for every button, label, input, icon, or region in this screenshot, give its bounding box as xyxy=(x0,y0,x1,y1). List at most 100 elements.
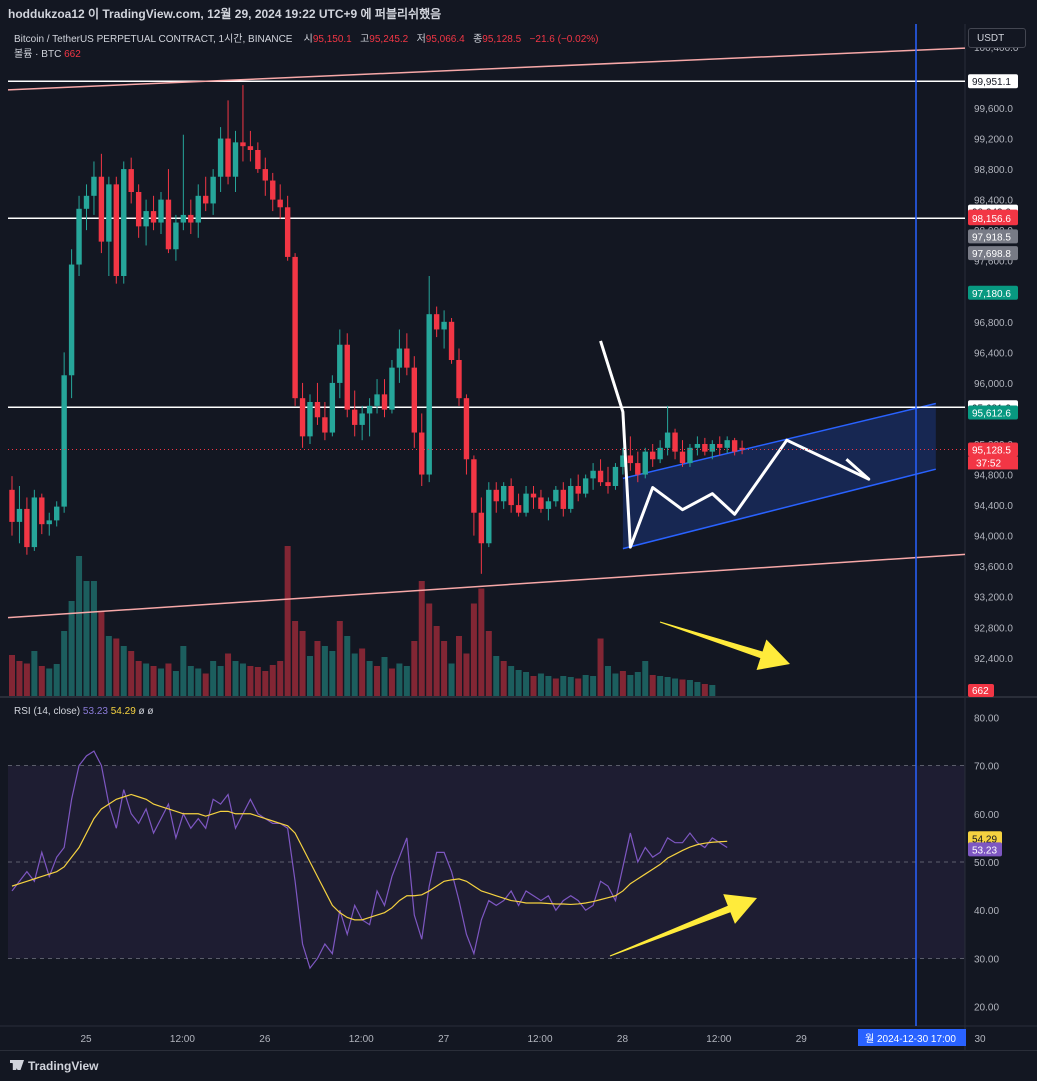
volume-bar xyxy=(120,646,127,696)
price-tick-label: 92,400.0 xyxy=(974,654,1013,665)
candle-body xyxy=(307,402,313,437)
price-label-text: 97,180.6 xyxy=(972,289,1011,300)
open-value: 95,150.1 xyxy=(312,34,352,45)
rsi-value-box xyxy=(968,831,1002,846)
volume-bar xyxy=(634,672,641,696)
candle-body xyxy=(664,432,671,448)
volume-bar xyxy=(262,671,269,696)
volume-bar xyxy=(210,661,217,696)
volume-bar xyxy=(105,636,112,696)
candle-body xyxy=(739,447,745,450)
price-tick-label: 96,400.0 xyxy=(974,348,1013,359)
price-label-box xyxy=(968,442,1018,457)
volume-bar xyxy=(605,666,611,696)
price-label-box xyxy=(968,405,1018,420)
volume-bar xyxy=(463,653,470,696)
candle-body xyxy=(54,506,60,521)
candle-body xyxy=(381,394,388,410)
upward-arrow xyxy=(609,894,757,957)
price-tick-label: 93,200.0 xyxy=(974,593,1013,604)
volume-bar xyxy=(582,675,589,696)
low-value: 95,066.4 xyxy=(425,34,465,45)
candle-body xyxy=(98,176,105,242)
volume-bar xyxy=(411,641,418,696)
rsi-tick-label: 80.00 xyxy=(974,713,999,724)
price-label-text: 97,698.8 xyxy=(972,249,1011,260)
volume-bar xyxy=(619,671,626,696)
rsi-legend-value: 53.23 xyxy=(82,706,108,717)
volume-bar xyxy=(195,668,202,696)
price-tick-label: 99,200.0 xyxy=(974,135,1013,146)
volume-bar xyxy=(418,581,425,696)
volume-bar xyxy=(649,675,656,696)
time-tick-label: 27 xyxy=(438,1034,450,1045)
rsi-legend-label: RSI (14, close) xyxy=(14,706,81,717)
volume-bar xyxy=(217,666,224,696)
volume-bar xyxy=(247,666,254,696)
volume-bar xyxy=(366,661,373,696)
candle-body xyxy=(247,146,254,150)
volume-bar xyxy=(336,621,343,696)
tradingview-logo[interactable]: TradingView xyxy=(10,1059,98,1073)
volume-bar xyxy=(314,641,321,696)
candle-body xyxy=(627,455,634,464)
volume-bar xyxy=(344,636,351,696)
volume-bar xyxy=(612,673,619,696)
candle-body xyxy=(255,150,261,170)
volume-bar xyxy=(172,671,179,696)
tradingview-logo-icon xyxy=(10,1060,24,1070)
volume-bar xyxy=(299,631,306,696)
volume-bar xyxy=(113,638,120,696)
volume-bar xyxy=(523,672,530,696)
volume-bar xyxy=(657,676,664,696)
publish-header: hoddukzoa12 이 TradingView.com, 12월 29, 2… xyxy=(0,0,1037,25)
candle-body xyxy=(389,367,395,410)
candle-body xyxy=(501,486,507,502)
rsi-band-fill xyxy=(8,765,965,959)
low-label: 저 xyxy=(416,34,426,45)
volume-bar xyxy=(61,631,68,696)
volume-bar xyxy=(686,680,693,696)
zigzag-path xyxy=(599,340,871,549)
candle-body xyxy=(188,214,194,223)
candle-body xyxy=(612,466,619,486)
price-tick-label: 98,400.0 xyxy=(974,196,1013,207)
volume-bar xyxy=(307,656,313,696)
parallel-channel-fill xyxy=(622,403,936,549)
candle-body xyxy=(478,512,485,544)
candle-body xyxy=(493,489,499,502)
price-tick-label: 100,400.0 xyxy=(974,43,1019,54)
chart-canvas[interactable]: 92,400.0 92,800.0 93,200.0 93,600.0 94,000.0… xyxy=(0,24,1037,1050)
volume-bar xyxy=(143,663,150,696)
volume-bar xyxy=(515,670,522,696)
price-label-box xyxy=(968,285,1018,300)
countdown-text: 37:52 xyxy=(976,458,1001,469)
time-tick-label: 29 xyxy=(796,1034,808,1045)
price-label-text: 99,951.1 xyxy=(972,77,1011,88)
time-tick-label: 26 xyxy=(259,1034,271,1045)
candle-body xyxy=(575,486,581,494)
channel-lower-line xyxy=(622,468,936,550)
candle-body xyxy=(106,184,112,242)
currency-button[interactable]: USDT xyxy=(968,28,1026,48)
candle-body xyxy=(61,375,67,507)
open-label: 시 xyxy=(303,34,313,45)
volume-bar xyxy=(627,675,634,696)
price-label-box xyxy=(968,74,1018,89)
volume-bar xyxy=(426,603,433,696)
candle-body xyxy=(352,409,358,425)
candle-body xyxy=(128,169,134,192)
rsi-legend-ma-value: 54.29 xyxy=(110,706,136,717)
trendline xyxy=(7,553,966,619)
volume-bar xyxy=(98,611,105,696)
candle-body xyxy=(39,497,45,525)
candle-body xyxy=(31,497,38,548)
rsi-tick-label: 60.00 xyxy=(974,810,999,821)
rsi-legend: RSI (14, close) 53.23 54.29 ø ø xyxy=(14,706,154,717)
candle-body xyxy=(121,169,127,276)
candle-body xyxy=(642,451,648,475)
candle-body xyxy=(597,470,604,483)
candle-body xyxy=(262,169,268,181)
volume-bar xyxy=(470,603,477,696)
candle-body xyxy=(314,402,321,418)
